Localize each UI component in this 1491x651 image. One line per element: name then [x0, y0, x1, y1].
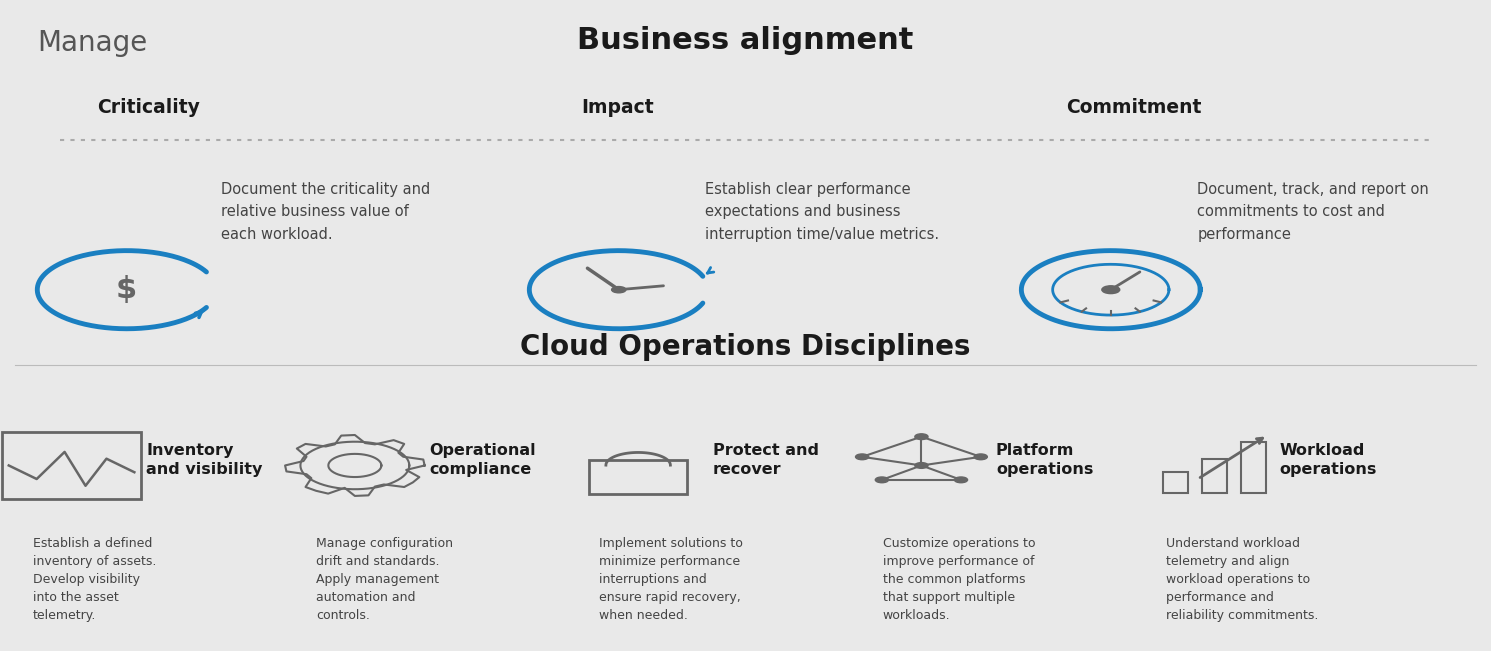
Text: Operational
compliance: Operational compliance	[429, 443, 537, 477]
Text: Document, track, and report on
commitments to cost and
performance: Document, track, and report on commitmen…	[1197, 182, 1428, 242]
Text: Inventory
and visibility: Inventory and visibility	[146, 443, 262, 477]
Circle shape	[856, 454, 869, 460]
Text: Document the criticality and
relative business value of
each workload.: Document the criticality and relative bu…	[221, 182, 429, 242]
Circle shape	[974, 454, 987, 460]
Text: Protect and
recover: Protect and recover	[713, 443, 819, 477]
Text: Establish a defined
inventory of assets.
Develop visibility
into the asset
telem: Establish a defined inventory of assets.…	[33, 537, 157, 622]
Circle shape	[954, 477, 968, 483]
Text: Implement solutions to
minimize performance
interruptions and
ensure rapid recov: Implement solutions to minimize performa…	[599, 537, 743, 622]
Text: Establish clear performance
expectations and business
interruption time/value me: Establish clear performance expectations…	[705, 182, 939, 242]
Circle shape	[1102, 286, 1120, 294]
Circle shape	[611, 286, 626, 293]
Text: $: $	[116, 275, 137, 304]
Text: Platform
operations: Platform operations	[996, 443, 1093, 477]
Text: Cloud Operations Disciplines: Cloud Operations Disciplines	[520, 333, 971, 361]
Text: Manage: Manage	[37, 29, 148, 57]
Text: Commitment: Commitment	[1066, 98, 1202, 117]
Circle shape	[915, 434, 927, 439]
Text: Business alignment: Business alignment	[577, 26, 914, 55]
Circle shape	[875, 477, 889, 483]
Text: Impact: Impact	[581, 98, 655, 117]
Circle shape	[915, 463, 927, 468]
Text: Understand workload
telemetry and align
workload operations to
performance and
r: Understand workload telemetry and align …	[1166, 537, 1318, 622]
Text: Criticality: Criticality	[97, 98, 200, 117]
Text: Workload
operations: Workload operations	[1279, 443, 1376, 477]
Text: Manage configuration
drift and standards.
Apply management
automation and
contro: Manage configuration drift and standards…	[316, 537, 453, 622]
Text: Customize operations to
improve performance of
the common platforms
that support: Customize operations to improve performa…	[883, 537, 1035, 622]
